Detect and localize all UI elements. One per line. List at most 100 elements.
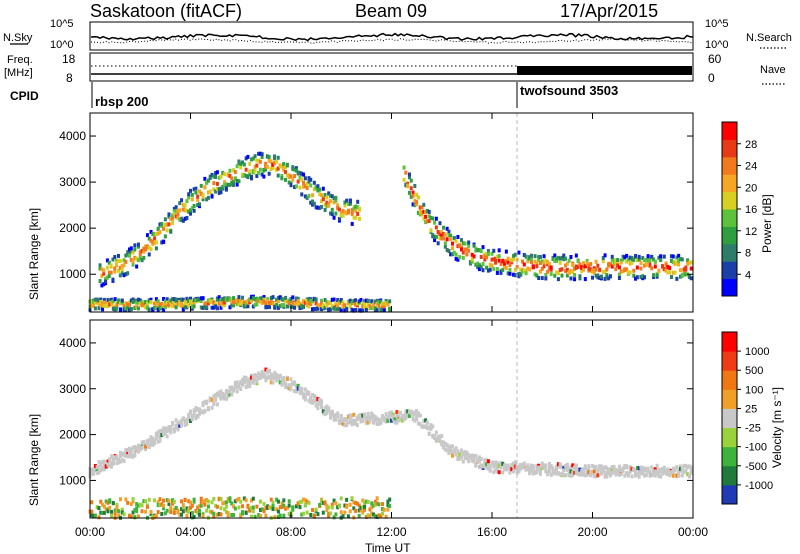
power-cell (384, 301, 388, 306)
power-cell (162, 307, 166, 312)
velocity-cell (596, 468, 600, 473)
velocity-cell (330, 412, 334, 417)
power-cell (149, 247, 153, 252)
power-cell (273, 156, 277, 161)
velocity-cell (494, 460, 498, 465)
power-cell (608, 261, 612, 266)
power-cell (678, 274, 682, 279)
power-cell (314, 301, 318, 306)
velocity-cell (610, 471, 614, 476)
power-cell (165, 228, 169, 233)
velocity-cell (529, 467, 533, 472)
velocity-cell (381, 507, 385, 512)
power-cell (190, 192, 194, 197)
velocity-cell (339, 496, 343, 501)
power-cell (192, 298, 196, 303)
velocity-cell (325, 508, 329, 513)
power-cell (634, 276, 638, 281)
power-cell (206, 178, 210, 183)
velocity-cell (346, 420, 350, 425)
power-cell (190, 304, 194, 309)
power-cell (312, 187, 316, 192)
power-cell (341, 304, 345, 309)
velocity-cell (197, 411, 201, 416)
power-cell (413, 184, 417, 189)
power-cell (445, 237, 449, 242)
power-cell (119, 307, 123, 312)
velocity-cell (580, 471, 584, 476)
power-cell (228, 296, 232, 301)
velocity-cell (119, 459, 123, 464)
power-cell (111, 277, 115, 282)
power-cell (90, 300, 94, 305)
velocity-cell (269, 380, 273, 385)
power-cell (258, 167, 262, 172)
power-cell (260, 300, 264, 305)
power-cell (210, 172, 214, 177)
velocity-cell (201, 500, 205, 505)
power-cell (271, 162, 275, 167)
power-cell (311, 298, 315, 303)
velocity-cell (205, 497, 209, 502)
power-cell (163, 305, 167, 310)
velocity-cell (208, 509, 212, 514)
velocity-cell (381, 511, 385, 516)
velocity-cell (327, 505, 331, 510)
velocity-cell (174, 423, 178, 428)
velocity-cell (549, 472, 553, 477)
velocity-cell (199, 496, 203, 501)
power-cell (644, 257, 648, 262)
velocity-cell (565, 467, 569, 472)
velocity-cell (646, 466, 650, 471)
velocity-cell (258, 499, 262, 504)
velocity-cell (147, 497, 151, 502)
power-cell (429, 228, 433, 233)
velocity-cell (280, 505, 284, 510)
velocity-cell (370, 415, 374, 420)
velocity-cell (390, 418, 393, 423)
power-cell (257, 298, 261, 303)
velocity-cell (599, 464, 603, 469)
velocity-cell (212, 401, 216, 406)
power-cell (311, 199, 315, 204)
power-cell (97, 303, 101, 308)
power-cell (330, 207, 334, 212)
power-cell (119, 301, 123, 306)
velocity-cell (395, 414, 399, 419)
velocity-cell (666, 472, 670, 477)
velocity-cell (95, 470, 99, 475)
velocity-cell (574, 463, 578, 468)
velocity-cell (131, 510, 135, 515)
power-cell (407, 190, 411, 195)
power-cell (535, 264, 539, 269)
velocity-cell (616, 468, 620, 473)
power-cell (147, 298, 151, 303)
velocity-cell (269, 376, 273, 381)
velocity-cell (506, 466, 510, 471)
velocity-cell (420, 424, 424, 429)
velocity-cell (242, 375, 246, 380)
power-cell (379, 307, 383, 312)
velocity-cell (223, 395, 227, 400)
velocity-cell (140, 509, 144, 514)
power-cell (312, 296, 316, 301)
velocity-colorbar-tick-2: 100 (745, 384, 763, 396)
power-cell (481, 245, 485, 250)
velocity-cell (171, 421, 175, 426)
velocity-cell (106, 462, 110, 467)
velocity-cell (346, 414, 350, 419)
power-cell (275, 303, 279, 308)
power-cell (343, 210, 347, 215)
velocity-cell (145, 439, 149, 444)
power-cell (440, 236, 444, 241)
velocity-cell (680, 468, 684, 473)
velocity-cell (221, 395, 225, 400)
velocity-cell (224, 500, 228, 505)
power-cell (547, 266, 551, 271)
power-cell (194, 190, 198, 195)
velocity-cell (99, 468, 103, 473)
power-cell (255, 173, 259, 178)
power-cell (305, 303, 309, 308)
velocity-cell (422, 418, 426, 423)
velocity-cell (381, 415, 385, 420)
